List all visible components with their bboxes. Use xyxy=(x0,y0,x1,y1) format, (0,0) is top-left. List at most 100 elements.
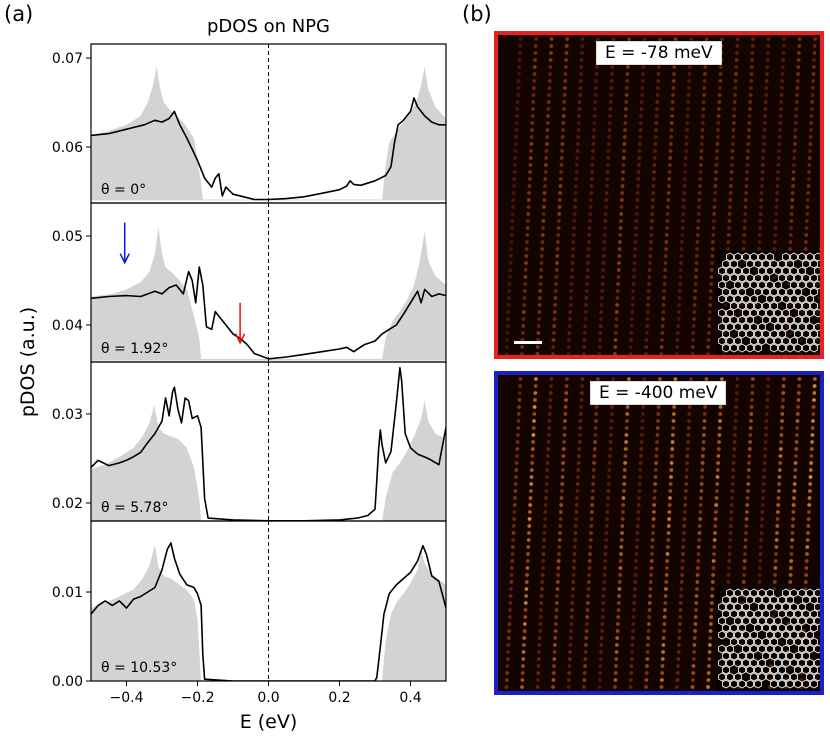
stm-dot xyxy=(652,156,657,160)
stm-dot xyxy=(776,163,781,167)
stm-dot xyxy=(811,65,816,69)
lattice-hex xyxy=(798,658,806,668)
stm-dot xyxy=(656,72,661,76)
stm-dot xyxy=(792,156,797,160)
stm-dot xyxy=(570,268,575,272)
stm-dot xyxy=(653,468,658,472)
stm-dot xyxy=(662,622,667,626)
stm-dot xyxy=(545,461,550,465)
stm-dot xyxy=(652,170,656,174)
stm-dot xyxy=(605,503,610,507)
stm-dot xyxy=(797,377,802,381)
stm-dot xyxy=(745,496,750,500)
stm-dot xyxy=(604,531,609,535)
lattice-hex xyxy=(734,672,742,682)
lattice-hex xyxy=(758,672,766,682)
stm-dot xyxy=(537,310,542,314)
lattice-hex xyxy=(730,343,738,353)
stm-dot xyxy=(654,447,659,451)
stm-dot xyxy=(540,573,545,577)
stm-dot xyxy=(515,114,519,118)
stm-dot xyxy=(629,671,634,675)
stm-dot xyxy=(743,552,747,556)
stm-dot xyxy=(714,496,719,500)
lattice-hex xyxy=(782,322,790,332)
stm-dot xyxy=(686,426,691,430)
stm-dot xyxy=(807,510,811,514)
stm-dot xyxy=(649,566,654,570)
lattice-hex xyxy=(726,266,734,276)
stm-dot xyxy=(796,72,800,76)
lattice-hex xyxy=(754,273,762,283)
stm-dot xyxy=(790,198,795,202)
stm-dot xyxy=(702,412,707,416)
lattice-hex xyxy=(766,602,774,612)
lattice-hex xyxy=(774,266,782,276)
stm-dot xyxy=(776,503,781,507)
stm-dot xyxy=(664,240,669,244)
stm-dot xyxy=(558,531,562,535)
lattice-hex xyxy=(726,644,734,654)
stm-dot xyxy=(588,552,592,556)
stm-dot xyxy=(743,538,748,542)
stm-dot xyxy=(591,489,595,493)
stm-dot xyxy=(529,489,533,493)
stm-dot xyxy=(536,331,541,335)
stm-dot xyxy=(608,447,613,451)
stm-dot xyxy=(544,156,549,160)
stm-dot xyxy=(638,461,643,465)
y-axis-label: pDOS (a.u.) xyxy=(17,307,39,417)
stm-dot xyxy=(514,142,518,146)
stm-dot xyxy=(698,177,703,181)
lattice-hex xyxy=(798,294,806,304)
stm-dot xyxy=(515,100,520,104)
lattice-hex xyxy=(758,602,766,612)
stm-dot xyxy=(682,524,687,528)
stm-dot xyxy=(744,191,749,195)
stm-dot xyxy=(695,587,699,591)
stm-dot xyxy=(809,461,813,465)
stm-dot xyxy=(641,72,645,76)
stm-dot xyxy=(513,489,518,493)
stm-dot xyxy=(636,177,641,181)
stm-dot xyxy=(567,338,571,342)
stm-dot xyxy=(685,121,690,125)
stm-dot xyxy=(642,37,647,41)
stm-dot xyxy=(757,233,762,237)
stm-dot xyxy=(728,191,733,195)
stm-dot xyxy=(646,296,651,300)
lattice-hex xyxy=(770,595,778,605)
stm-dot xyxy=(633,587,637,591)
stm-dot xyxy=(526,538,531,542)
stm-dot xyxy=(613,671,618,675)
lattice-hex xyxy=(810,259,818,269)
stm-dot xyxy=(522,303,526,307)
stm-dot xyxy=(654,121,659,125)
lattice-hex xyxy=(802,609,810,619)
lattice-hex xyxy=(786,595,794,605)
lattice-hex xyxy=(758,280,766,290)
stm-dot xyxy=(734,405,738,409)
stm-dot xyxy=(559,156,564,160)
stm-dot xyxy=(675,345,680,349)
stm-dot xyxy=(661,317,665,321)
stm-dot xyxy=(622,475,627,479)
stm-dot xyxy=(653,475,658,479)
stm-dot xyxy=(538,615,543,619)
lattice-hex xyxy=(746,679,754,689)
stm-dot xyxy=(551,678,556,682)
stm-dot xyxy=(751,377,755,381)
stm-dot xyxy=(599,303,604,307)
stm-dot xyxy=(805,219,809,223)
stm-dot xyxy=(541,219,546,223)
stm-dot xyxy=(640,426,645,430)
stm-dot xyxy=(712,219,716,223)
stm-dot xyxy=(553,643,557,647)
lattice-hex xyxy=(746,273,754,283)
stm-dot xyxy=(711,559,716,563)
stm-dot xyxy=(589,191,594,195)
lattice-hex xyxy=(766,266,774,276)
stm-dot xyxy=(653,482,658,486)
stm-dot xyxy=(744,524,749,528)
stm-dot xyxy=(530,454,535,458)
